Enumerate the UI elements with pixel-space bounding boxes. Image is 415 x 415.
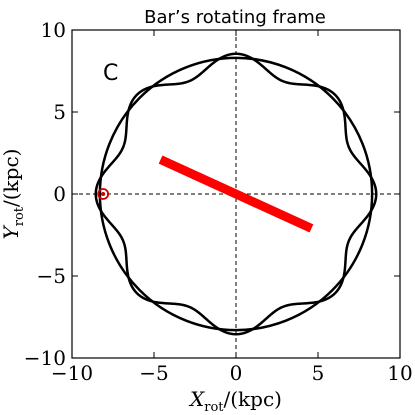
x-axis-label-sub: rot [204, 400, 224, 415]
galactic-bar [158, 155, 314, 233]
chart-title: Bar’s rotating frame [144, 7, 326, 28]
y-tick-label: −5 [37, 264, 66, 288]
y-tick-label: 10 [41, 18, 66, 42]
y-axis-label-main: Y [0, 224, 23, 239]
y-axis-label-sub: rot [12, 206, 27, 226]
x-tick-label: −5 [139, 361, 168, 385]
x-tick-label: −10 [51, 361, 93, 385]
wavy-orbit [94, 52, 378, 336]
x-tick-label: 10 [387, 361, 412, 385]
panel-label: C [103, 61, 118, 86]
circular-orbit [98, 56, 374, 332]
sun-marker-dot [101, 192, 106, 196]
y-axis-label: Yrot/(kpc) [0, 149, 27, 240]
y-tick-label: 5 [53, 100, 66, 124]
axis-ticks: −10 −5 0 5 10 −10 −5 0 5 10 [24, 18, 413, 385]
x-axis-label: Xrot/(kpc) [188, 387, 282, 415]
sun-marker [97, 188, 110, 200]
x-axis-label-main: X [188, 387, 205, 411]
plot-area [72, 30, 400, 358]
x-tick-label: 0 [230, 361, 243, 385]
y-tick-label: −10 [24, 346, 66, 370]
y-axis-label-unit: /(kpc) [0, 149, 23, 207]
x-axis-label-unit: /(kpc) [224, 387, 282, 411]
y-tick-label: 0 [53, 182, 66, 206]
x-tick-label: 5 [312, 361, 325, 385]
